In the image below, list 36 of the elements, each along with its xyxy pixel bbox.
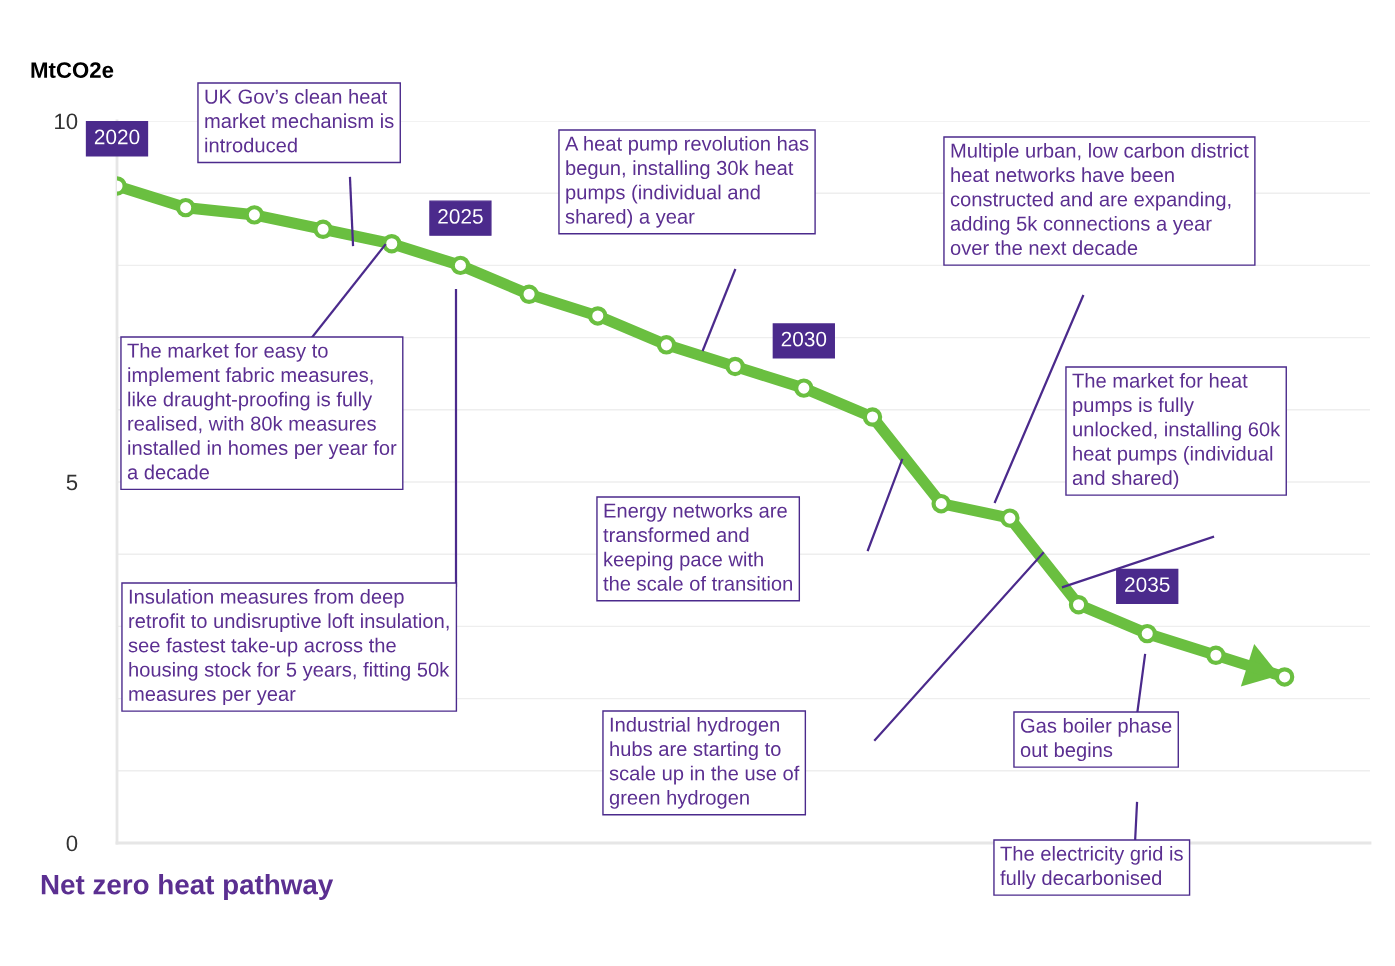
point bbox=[313, 219, 333, 240]
y-axis-title: MtCO2e bbox=[31, 62, 114, 78]
annotation: 2020 bbox=[94, 129, 140, 145]
y-tick-label: 0 bbox=[66, 835, 78, 852]
point bbox=[931, 493, 951, 514]
point bbox=[794, 378, 814, 398]
point bbox=[175, 197, 196, 218]
annotation: Energy networks are transformed and keeping pace with the scale of transition bbox=[603, 503, 792, 591]
text: Net zero heat pathway bbox=[41, 874, 334, 900]
annotation: 2025 bbox=[438, 209, 483, 224]
point bbox=[588, 306, 608, 326]
annotation: Industrial hydrogen hubs are starting to scale up in the use of green hydrogen bbox=[609, 717, 800, 809]
point bbox=[382, 234, 402, 254]
annotation: UK Gov’s clean heat market mechanism is introduced bbox=[205, 89, 394, 153]
point bbox=[1206, 645, 1226, 666]
annotation: Gas boiler phase out begins bbox=[1020, 718, 1172, 762]
annotation: Multiple urban, low carbon district heat networks have been constructed and are expanding, adding 5k connections a year over the next decade bbox=[950, 143, 1249, 256]
point bbox=[450, 255, 471, 276]
point bbox=[862, 407, 883, 427]
annotation: 2035 bbox=[1125, 577, 1170, 592]
point bbox=[1000, 508, 1020, 528]
point bbox=[1274, 667, 1295, 687]
point bbox=[656, 335, 677, 355]
annotation: 2030 bbox=[781, 331, 827, 347]
annotation: The market for heat pumps is fully unlocked, installing 60k heat pumps (individual and shared) bbox=[1072, 373, 1281, 490]
point bbox=[1137, 623, 1157, 644]
annotation: Insulation measures from deep retrofit to undisruptive loft insulation, see fastest take-up across the housing stock for 5 years, fitting 50k measures per year bbox=[128, 589, 450, 706]
point bbox=[244, 205, 265, 225]
point bbox=[519, 284, 539, 305]
y-tick-label: 5 bbox=[66, 474, 78, 491]
y-tick-label: 10 bbox=[55, 113, 78, 130]
annotation: A heat pump revolution has begun, installing 30k heat pumps (individual and shared) a year bbox=[565, 136, 809, 228]
point bbox=[1068, 595, 1089, 615]
point bbox=[725, 356, 745, 377]
text: The electricity grid is fully decarbonised bbox=[1000, 846, 1183, 890]
annotation: The market for easy to implement fabric measures, like draught-proofing is fully realised, with 80k measures installed in homes per year for a decade bbox=[127, 343, 397, 480]
